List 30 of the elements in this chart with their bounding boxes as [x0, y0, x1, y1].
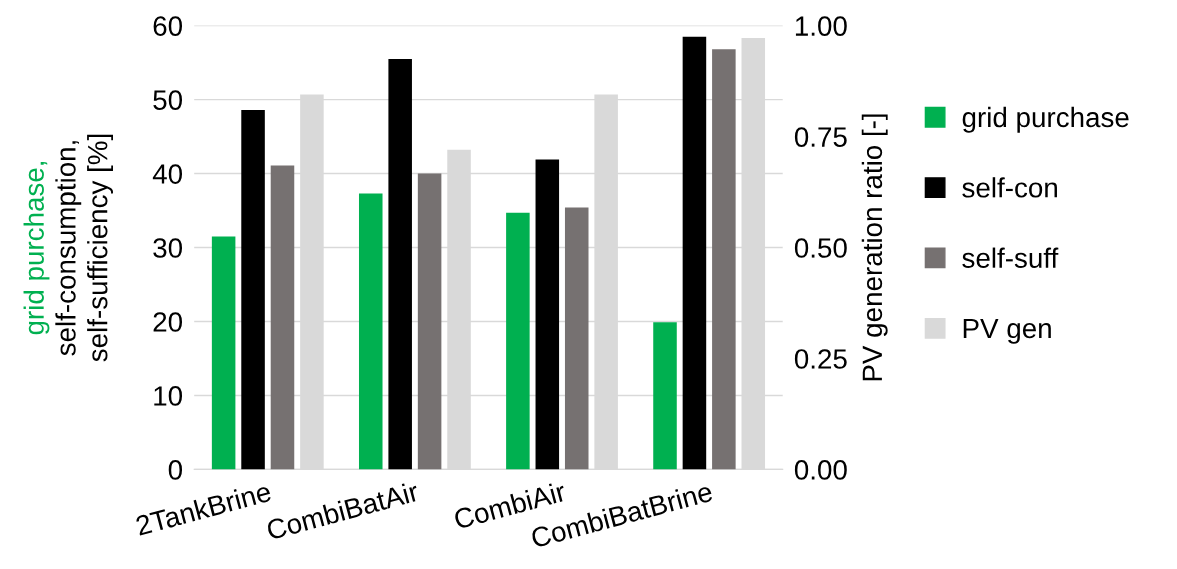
y-tick-label: 60	[153, 16, 183, 36]
legend-label: grid purchase	[962, 106, 1129, 133]
bar	[270, 165, 295, 470]
bar	[712, 49, 736, 470]
bar	[388, 58, 412, 470]
bar	[682, 36, 707, 470]
bar	[241, 109, 265, 470]
legend-label: self-suff	[962, 247, 1059, 268]
y2-tick-label: 1.00	[795, 16, 847, 36]
y-tick-label: 0	[168, 460, 183, 480]
y-tick-label: 10	[154, 386, 183, 406]
bar	[535, 159, 560, 470]
y-tick-label: 20	[153, 312, 183, 332]
y-axis-title: grid purchase, self-consumption, self-sufficiency [%]	[23, 134, 113, 362]
legend-label: PV gen	[963, 318, 1051, 344]
bar	[211, 236, 236, 470]
y2-axis-title: PV generation ratio [-]	[861, 114, 888, 381]
y2-tick-label: 0.25	[794, 349, 847, 369]
y2-tick-label: 0.75	[794, 127, 847, 147]
bar	[358, 193, 383, 470]
y-tick-label: 50	[153, 90, 183, 110]
bar	[417, 173, 442, 470]
bar	[653, 322, 677, 470]
y2-tick-label: 0.00	[794, 460, 847, 480]
y-tick-label: 40	[152, 164, 183, 184]
y2-tick-label: 0.50	[794, 238, 847, 258]
legend-label: self-con	[962, 177, 1057, 198]
bar	[506, 212, 530, 470]
bar	[564, 207, 589, 470]
y-tick-label: 30	[153, 238, 183, 258]
